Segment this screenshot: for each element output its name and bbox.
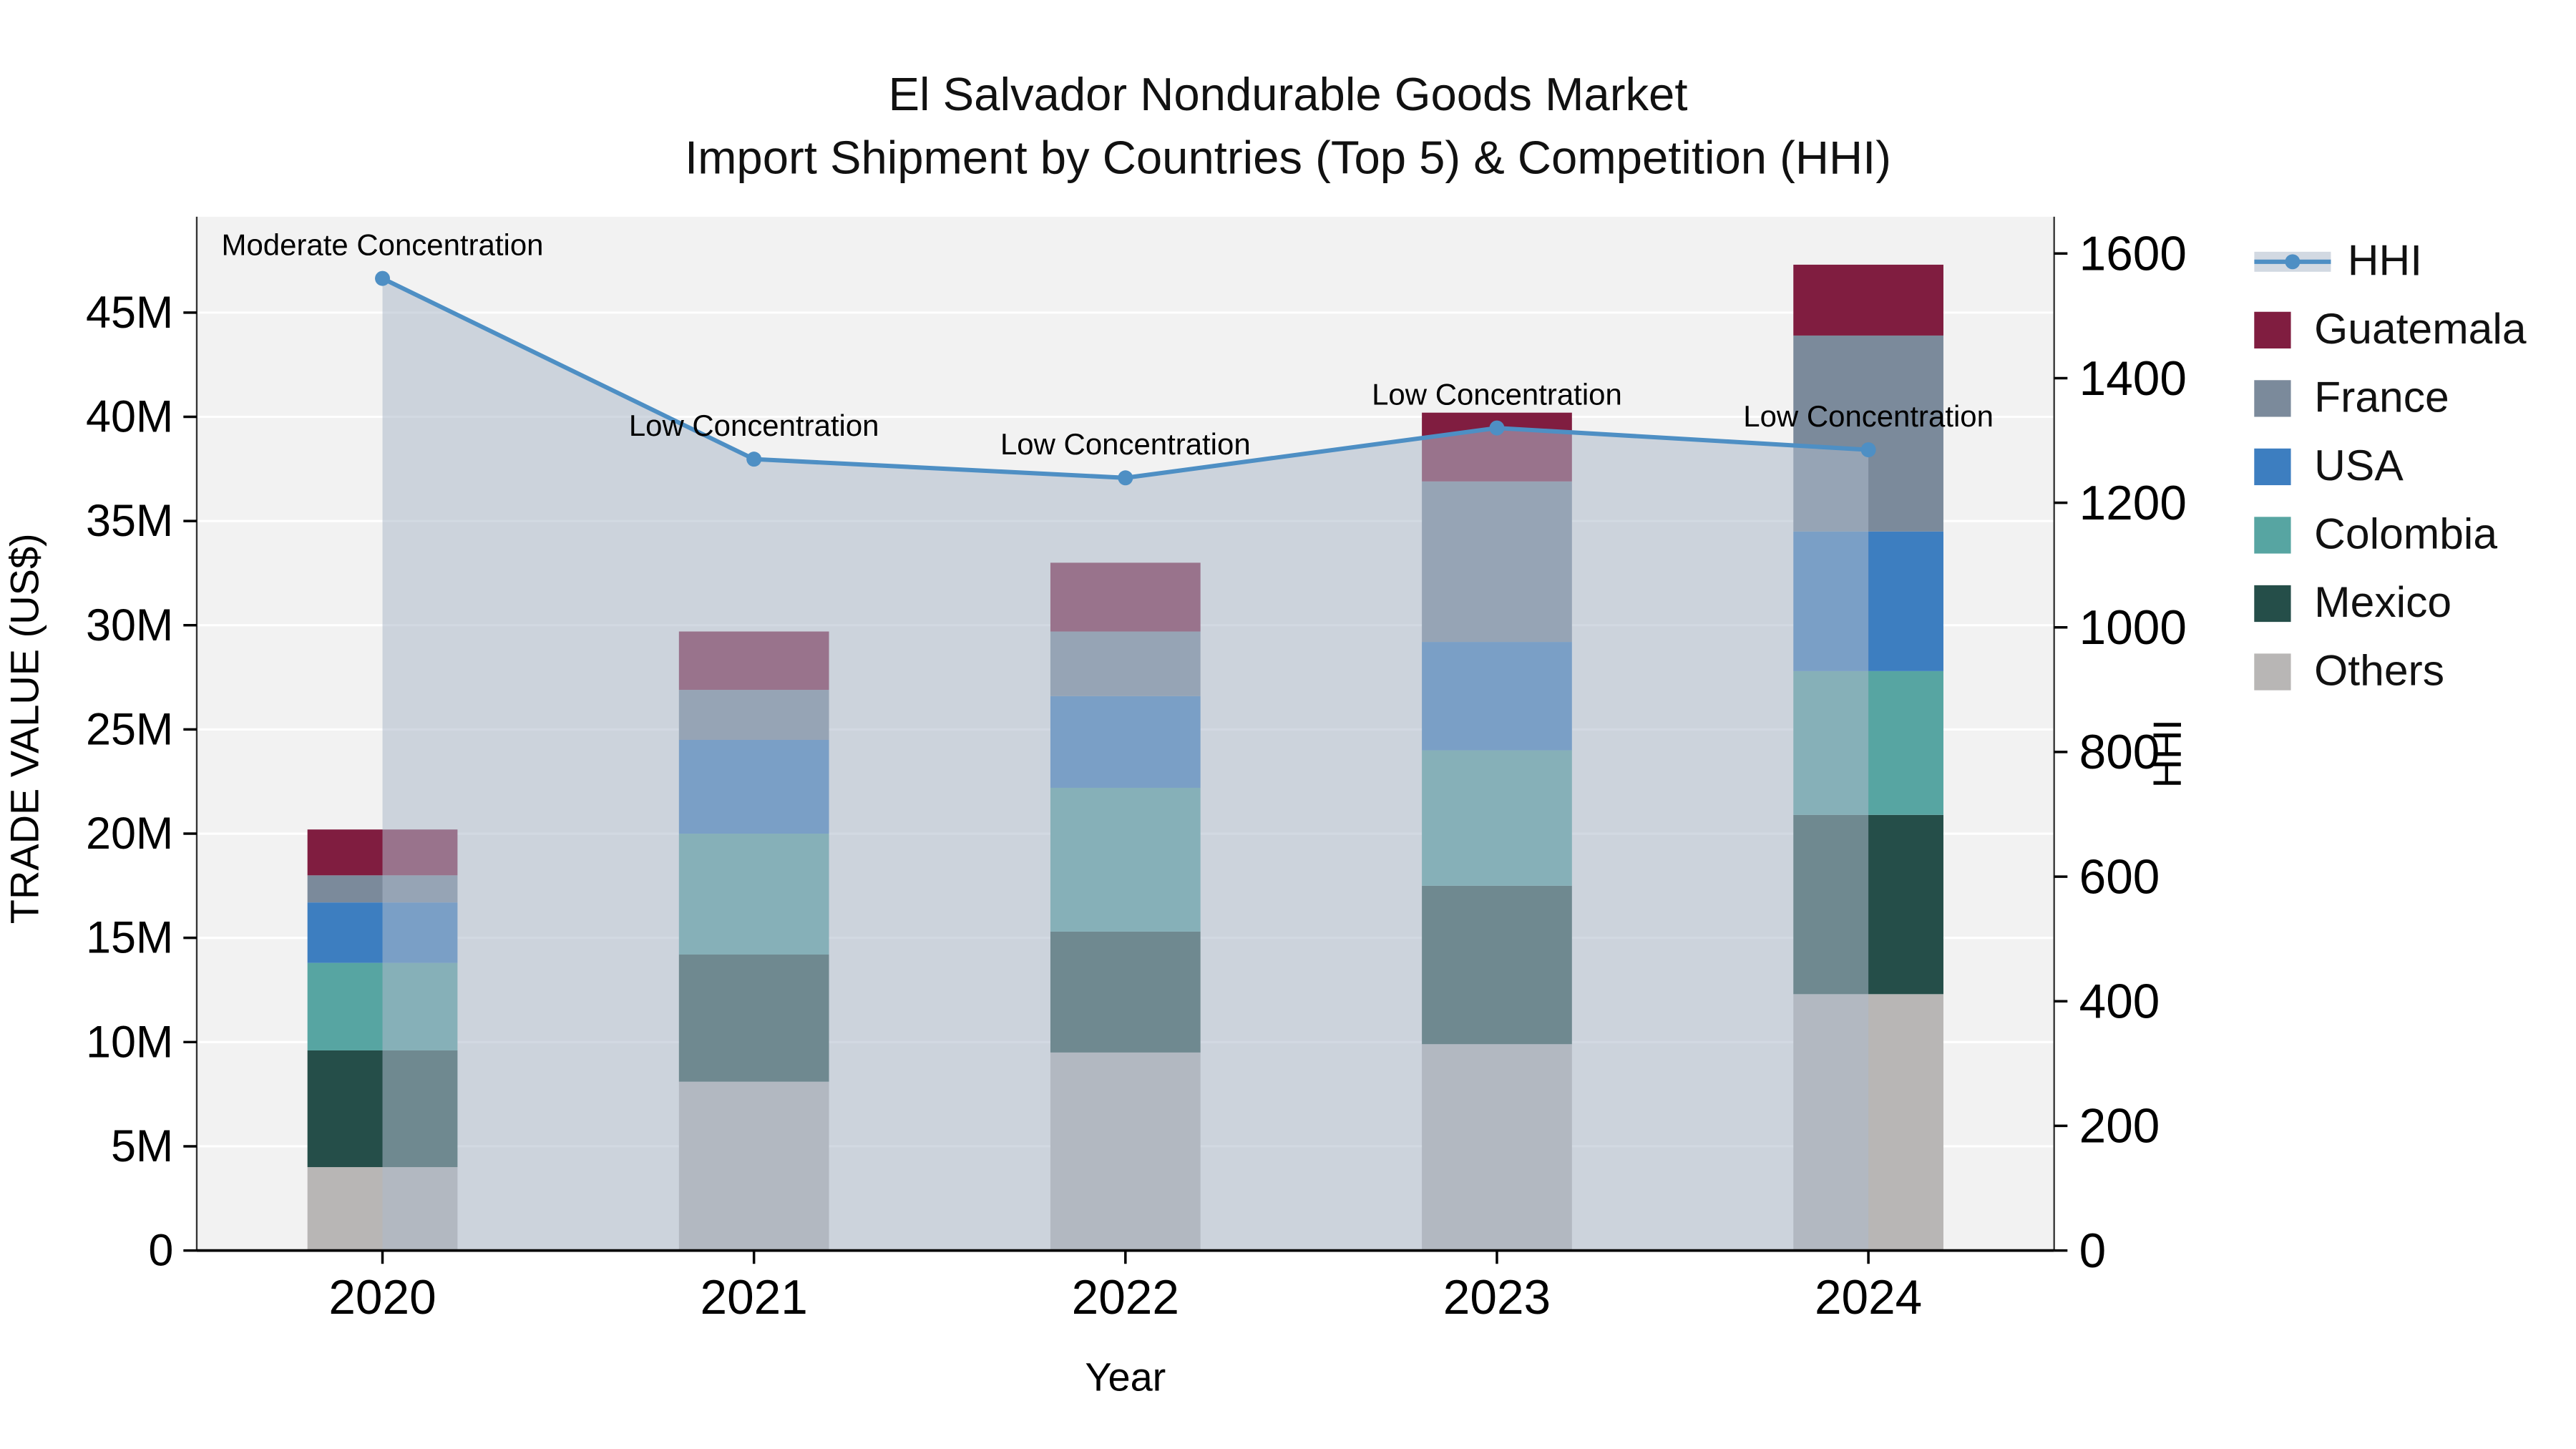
hhi-marker: [1860, 442, 1876, 458]
hhi-annotation: Low Concentration: [1372, 377, 1622, 411]
right-tick-label: 400: [2079, 975, 2160, 1029]
right-tick-label: 800: [2079, 726, 2160, 779]
bar-segment-guatemala-2024: [1793, 264, 1943, 336]
left-tick-label: 40M: [86, 391, 173, 441]
legend-swatch-guatemala: [2254, 311, 2291, 348]
legend-item-hhi: HHI: [2254, 227, 2526, 296]
left-tick-label: 15M: [86, 913, 173, 963]
hhi-line-icon: [2254, 250, 2331, 271]
right-tick-label: 600: [2079, 850, 2160, 904]
chart-title: El Salvador Nondurable Goods Market Impo…: [0, 64, 2576, 190]
legend-label: Others: [2314, 645, 2444, 696]
legend: HHI Guatemala France USA Colombia Mexico Other…: [2254, 227, 2527, 706]
left-tick-label: 5M: [111, 1121, 173, 1171]
legend-item-others: Others: [2254, 637, 2526, 706]
hhi-marker: [375, 270, 391, 286]
hhi-area-fill: [382, 278, 1869, 1251]
legend-swatch-france: [2254, 379, 2291, 416]
right-tick-label: 1400: [2079, 352, 2187, 406]
x-tick-label: 2023: [1443, 1271, 1551, 1324]
y-axis-label-left: TRADE VALUE (US$): [3, 533, 49, 924]
left-tick-label: 45M: [86, 288, 173, 338]
legend-label: Colombia: [2314, 508, 2498, 559]
hhi-annotation: Moderate Concentration: [222, 228, 544, 262]
legend-swatch-usa: [2254, 447, 2291, 484]
chart-title-line1: El Salvador Nondurable Goods Market: [888, 68, 1688, 120]
hhi-marker: [746, 452, 762, 467]
legend-swatch-colombia: [2254, 516, 2291, 553]
left-tick-label: 25M: [86, 704, 173, 754]
legend-label: HHI: [2347, 235, 2423, 286]
hhi-marker: [1118, 470, 1133, 486]
left-tick-label: 30M: [86, 600, 173, 650]
legend-swatch-others: [2254, 653, 2291, 690]
x-axis-label: Year: [1085, 1355, 1166, 1401]
left-tick-label: 0: [148, 1226, 173, 1276]
chart-title-line2: Import Shipment by Countries (Top 5) & C…: [684, 132, 1892, 184]
x-tick-label: 2020: [328, 1271, 436, 1324]
legend-label: Guatemala: [2314, 303, 2527, 353]
hhi-annotation: Low Concentration: [629, 409, 879, 442]
legend-label: France: [2314, 371, 2449, 422]
legend-item-guatemala: Guatemala: [2254, 295, 2527, 364]
legend-item-france: France: [2254, 364, 2526, 432]
legend-item-usa: USA: [2254, 431, 2526, 500]
legend-item-mexico: Mexico: [2254, 569, 2526, 638]
hhi-marker: [1489, 420, 1505, 436]
legend-label: Mexico: [2314, 577, 2452, 628]
left-tick-label: 35M: [86, 496, 173, 546]
x-tick-label: 2022: [1072, 1271, 1179, 1324]
x-tick-label: 2024: [1815, 1271, 1922, 1324]
right-tick-label: 1200: [2079, 477, 2187, 530]
hhi-annotation: Low Concentration: [1743, 399, 1994, 433]
legend-swatch-mexico: [2254, 584, 2291, 621]
right-tick-label: 0: [2079, 1224, 2107, 1278]
right-tick-label: 1000: [2079, 601, 2187, 655]
y-axis-label-right: HHI: [2145, 719, 2191, 789]
left-tick-label: 10M: [86, 1017, 173, 1067]
x-tick-label: 2021: [701, 1271, 808, 1324]
hhi-annotation: Low Concentration: [1000, 427, 1251, 461]
right-tick-label: 200: [2079, 1100, 2160, 1153]
right-tick-label: 1600: [2079, 228, 2187, 281]
left-tick-label: 20M: [86, 809, 173, 859]
legend-item-colombia: Colombia: [2254, 500, 2526, 569]
legend-label: USA: [2314, 440, 2404, 491]
